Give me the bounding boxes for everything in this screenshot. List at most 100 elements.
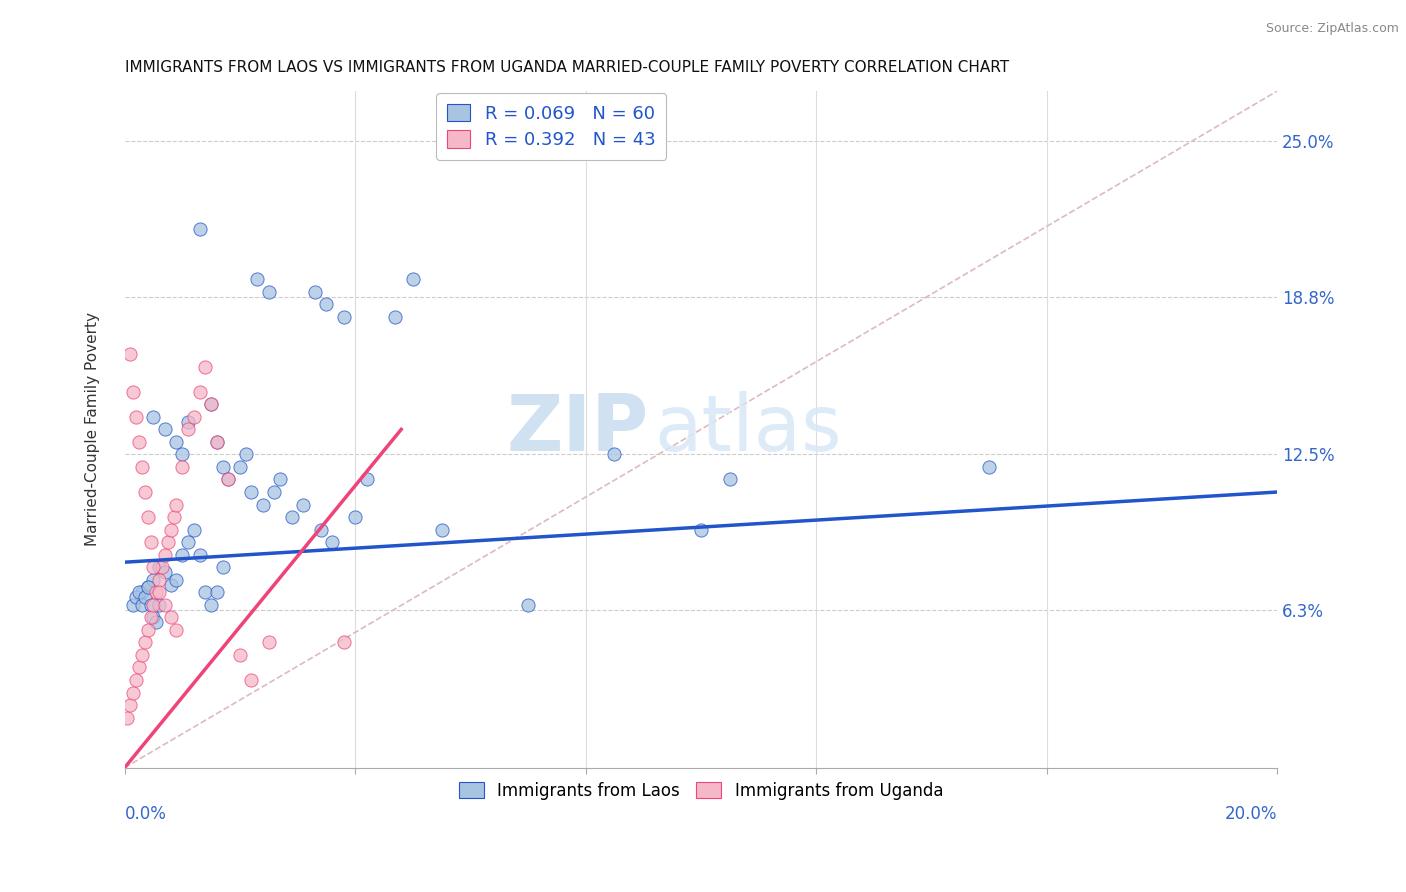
Point [122,685,145,699]
Point [263,485,285,500]
Point [977,460,1000,475]
Point [139,598,162,612]
Point [211,560,233,574]
Point [252,498,274,512]
Point [200,397,222,411]
Point [136,510,159,524]
Point [229,648,252,662]
Point [211,460,233,475]
Point [205,434,228,449]
Point [240,485,263,500]
Point [166,498,188,512]
Point [292,498,315,512]
Point [142,598,165,612]
Point [384,310,406,324]
Point [131,585,153,599]
Point [159,523,181,537]
Text: 20.0%: 20.0% [1225,805,1277,823]
Point [148,573,170,587]
Point [125,673,148,687]
Point [142,573,165,587]
Point [200,598,222,612]
Point [177,422,200,436]
Text: ZIP: ZIP [506,392,650,467]
Point [603,447,626,461]
Point [153,566,176,580]
Text: atlas: atlas [655,392,842,467]
Point [150,560,173,574]
Point [159,610,181,624]
Point [142,560,165,574]
Point [332,635,354,649]
Point [217,473,239,487]
Point [120,698,142,712]
Text: IMMIGRANTS FROM LAOS VS IMMIGRANTS FROM UGANDA MARRIED-COUPLE FAMILY POVERTY COR: IMMIGRANTS FROM LAOS VS IMMIGRANTS FROM … [125,60,1008,75]
Point [139,610,162,624]
Point [153,422,176,436]
Point [136,580,159,594]
Point [304,285,326,299]
Point [217,473,239,487]
Point [142,610,165,624]
Point [177,415,200,429]
Point [128,660,150,674]
Point [142,409,165,424]
Point [145,615,167,630]
Point [229,460,252,475]
Point [344,510,367,524]
Point [162,510,184,524]
Point [172,460,194,475]
Point [139,535,162,549]
Point [128,585,150,599]
Point [172,548,194,562]
Point [122,384,145,399]
Point [145,585,167,599]
Point [205,585,228,599]
Point [200,397,222,411]
Point [257,285,280,299]
Point [690,523,713,537]
Point [159,578,181,592]
Point [125,409,148,424]
Text: Source: ZipAtlas.com: Source: ZipAtlas.com [1265,22,1399,36]
Point [332,310,354,324]
Point [183,409,205,424]
Point [321,535,343,549]
Point [136,580,159,594]
Point [166,623,188,637]
Point [131,598,153,612]
Point [315,297,337,311]
Point [356,473,378,487]
Point [718,473,741,487]
Point [188,384,211,399]
Point [166,573,188,587]
Point [188,222,211,236]
Point [172,447,194,461]
Point [134,591,156,605]
Point [134,485,156,500]
Point [517,598,540,612]
Point [257,635,280,649]
Legend: Immigrants from Laos, Immigrants from Uganda: Immigrants from Laos, Immigrants from Ug… [451,775,950,806]
Point [153,598,176,612]
Text: 0.0%: 0.0% [125,805,166,823]
Point [120,347,142,361]
Point [134,635,156,649]
Point [194,359,217,374]
Point [148,598,170,612]
Point [153,548,176,562]
Point [131,460,153,475]
Point [117,710,139,724]
Point [235,447,257,461]
Point [125,591,148,605]
Point [246,272,269,286]
Point [188,548,211,562]
Point [122,598,145,612]
Point [430,523,453,537]
Point [131,648,153,662]
Point [309,523,332,537]
Point [128,434,150,449]
Y-axis label: Married-Couple Family Poverty: Married-Couple Family Poverty [86,312,100,547]
Point [194,585,217,599]
Point [205,434,228,449]
